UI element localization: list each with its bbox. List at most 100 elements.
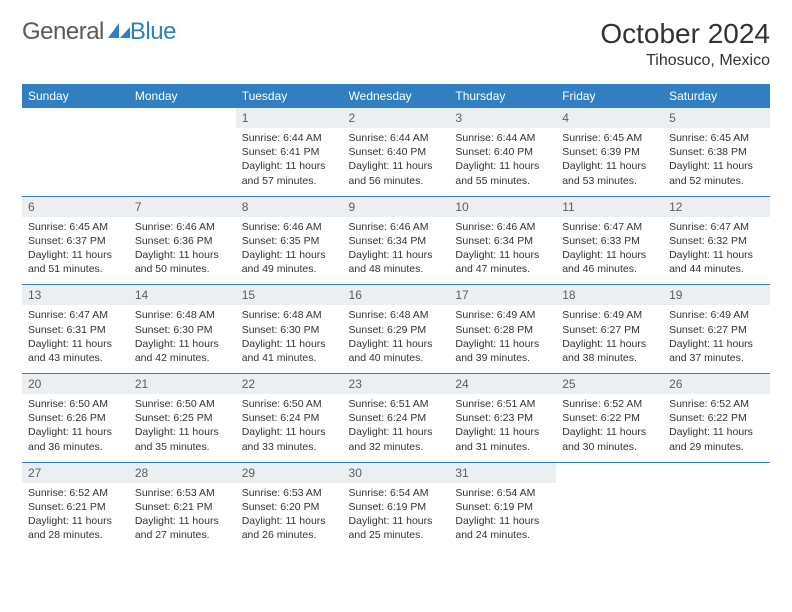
sunrise-line: Sunrise: 6:45 AM — [562, 131, 657, 145]
sunset-line: Sunset: 6:30 PM — [135, 323, 230, 337]
sunset-line: Sunset: 6:21 PM — [135, 500, 230, 514]
day-info-cell: Sunrise: 6:44 AMSunset: 6:40 PMDaylight:… — [343, 128, 450, 196]
sunset-line: Sunset: 6:29 PM — [349, 323, 444, 337]
day-info-row: Sunrise: 6:47 AMSunset: 6:31 PMDaylight:… — [22, 305, 770, 373]
day-number-cell — [22, 108, 129, 128]
sunrise-line: Sunrise: 6:48 AM — [349, 308, 444, 322]
daylight-line: Daylight: 11 hours and 29 minutes. — [669, 425, 764, 453]
day-info-cell: Sunrise: 6:45 AMSunset: 6:38 PMDaylight:… — [663, 128, 770, 196]
sunrise-line: Sunrise: 6:45 AM — [28, 220, 123, 234]
day-info-cell — [556, 483, 663, 551]
day-number-cell: 6 — [22, 197, 129, 217]
sunset-line: Sunset: 6:32 PM — [669, 234, 764, 248]
day-number-cell: 25 — [556, 374, 663, 394]
day-info-row: Sunrise: 6:45 AMSunset: 6:37 PMDaylight:… — [22, 217, 770, 285]
day-number-cell: 7 — [129, 197, 236, 217]
sunrise-line: Sunrise: 6:44 AM — [349, 131, 444, 145]
daylight-line: Daylight: 11 hours and 51 minutes. — [28, 248, 123, 276]
sunrise-line: Sunrise: 6:51 AM — [455, 397, 550, 411]
logo-text-blue: Blue — [130, 18, 176, 46]
calendar-body: SundayMondayTuesdayWednesdayThursdayFrid… — [22, 84, 770, 550]
day-info-cell: Sunrise: 6:50 AMSunset: 6:25 PMDaylight:… — [129, 394, 236, 462]
daylight-line: Daylight: 11 hours and 46 minutes. — [562, 248, 657, 276]
sunset-line: Sunset: 6:40 PM — [455, 145, 550, 159]
day-info-row: Sunrise: 6:50 AMSunset: 6:26 PMDaylight:… — [22, 394, 770, 462]
day-number-cell: 28 — [129, 463, 236, 483]
sunset-line: Sunset: 6:34 PM — [349, 234, 444, 248]
daylight-line: Daylight: 11 hours and 50 minutes. — [135, 248, 230, 276]
day-info-cell: Sunrise: 6:54 AMSunset: 6:19 PMDaylight:… — [343, 483, 450, 551]
daylight-line: Daylight: 11 hours and 40 minutes. — [349, 337, 444, 365]
day-info-cell: Sunrise: 6:46 AMSunset: 6:35 PMDaylight:… — [236, 217, 343, 285]
sunrise-line: Sunrise: 6:53 AM — [242, 486, 337, 500]
daylight-line: Daylight: 11 hours and 55 minutes. — [455, 159, 550, 187]
day-header-cell: Wednesday — [343, 84, 450, 108]
day-number-cell: 31 — [449, 463, 556, 483]
calendar-table: SundayMondayTuesdayWednesdayThursdayFrid… — [22, 84, 770, 550]
sunset-line: Sunset: 6:21 PM — [28, 500, 123, 514]
sunrise-line: Sunrise: 6:52 AM — [562, 397, 657, 411]
day-info-cell: Sunrise: 6:48 AMSunset: 6:30 PMDaylight:… — [129, 305, 236, 373]
sunrise-line: Sunrise: 6:53 AM — [135, 486, 230, 500]
day-number-cell: 3 — [449, 108, 556, 128]
sunset-line: Sunset: 6:36 PM — [135, 234, 230, 248]
month-title: October 2024 — [600, 18, 770, 50]
sunrise-line: Sunrise: 6:50 AM — [28, 397, 123, 411]
location: Tihosuco, Mexico — [600, 52, 770, 70]
day-info-cell: Sunrise: 6:44 AMSunset: 6:41 PMDaylight:… — [236, 128, 343, 196]
sunset-line: Sunset: 6:26 PM — [28, 411, 123, 425]
day-info-cell: Sunrise: 6:46 AMSunset: 6:34 PMDaylight:… — [343, 217, 450, 285]
daylight-line: Daylight: 11 hours and 47 minutes. — [455, 248, 550, 276]
sunrise-line: Sunrise: 6:47 AM — [669, 220, 764, 234]
sunrise-line: Sunrise: 6:46 AM — [455, 220, 550, 234]
day-info-cell — [129, 128, 236, 196]
sunset-line: Sunset: 6:38 PM — [669, 145, 764, 159]
day-info-cell: Sunrise: 6:53 AMSunset: 6:20 PMDaylight:… — [236, 483, 343, 551]
day-number-cell: 15 — [236, 285, 343, 305]
header: General Blue October 2024 Tihosuco, Mexi… — [22, 18, 770, 70]
sunrise-line: Sunrise: 6:46 AM — [135, 220, 230, 234]
day-info-cell: Sunrise: 6:50 AMSunset: 6:24 PMDaylight:… — [236, 394, 343, 462]
day-number-cell: 13 — [22, 285, 129, 305]
day-number-cell: 30 — [343, 463, 450, 483]
day-info-cell: Sunrise: 6:49 AMSunset: 6:27 PMDaylight:… — [556, 305, 663, 373]
daylight-line: Daylight: 11 hours and 56 minutes. — [349, 159, 444, 187]
sunrise-line: Sunrise: 6:47 AM — [562, 220, 657, 234]
day-header-cell: Thursday — [449, 84, 556, 108]
day-header-cell: Saturday — [663, 84, 770, 108]
daylight-line: Daylight: 11 hours and 48 minutes. — [349, 248, 444, 276]
sunrise-line: Sunrise: 6:49 AM — [669, 308, 764, 322]
sunset-line: Sunset: 6:35 PM — [242, 234, 337, 248]
sunset-line: Sunset: 6:30 PM — [242, 323, 337, 337]
daylight-line: Daylight: 11 hours and 53 minutes. — [562, 159, 657, 187]
day-number-cell: 8 — [236, 197, 343, 217]
day-number-row: 6789101112 — [22, 197, 770, 217]
daylight-line: Daylight: 11 hours and 33 minutes. — [242, 425, 337, 453]
sunset-line: Sunset: 6:24 PM — [242, 411, 337, 425]
sunrise-line: Sunrise: 6:54 AM — [455, 486, 550, 500]
daylight-line: Daylight: 11 hours and 57 minutes. — [242, 159, 337, 187]
daylight-line: Daylight: 11 hours and 31 minutes. — [455, 425, 550, 453]
day-info-cell: Sunrise: 6:52 AMSunset: 6:21 PMDaylight:… — [22, 483, 129, 551]
day-number-cell: 12 — [663, 197, 770, 217]
daylight-line: Daylight: 11 hours and 36 minutes. — [28, 425, 123, 453]
sunset-line: Sunset: 6:23 PM — [455, 411, 550, 425]
sunset-line: Sunset: 6:22 PM — [562, 411, 657, 425]
day-info-cell: Sunrise: 6:47 AMSunset: 6:32 PMDaylight:… — [663, 217, 770, 285]
day-info-cell: Sunrise: 6:51 AMSunset: 6:23 PMDaylight:… — [449, 394, 556, 462]
sunset-line: Sunset: 6:25 PM — [135, 411, 230, 425]
sunrise-line: Sunrise: 6:49 AM — [455, 308, 550, 322]
day-info-cell: Sunrise: 6:49 AMSunset: 6:27 PMDaylight:… — [663, 305, 770, 373]
sunset-line: Sunset: 6:39 PM — [562, 145, 657, 159]
day-number-cell: 20 — [22, 374, 129, 394]
day-header-row: SundayMondayTuesdayWednesdayThursdayFrid… — [22, 84, 770, 108]
day-info-cell: Sunrise: 6:49 AMSunset: 6:28 PMDaylight:… — [449, 305, 556, 373]
day-number-cell: 5 — [663, 108, 770, 128]
daylight-line: Daylight: 11 hours and 44 minutes. — [669, 248, 764, 276]
day-number-cell: 16 — [343, 285, 450, 305]
sunrise-line: Sunrise: 6:48 AM — [242, 308, 337, 322]
sunset-line: Sunset: 6:37 PM — [28, 234, 123, 248]
sunrise-line: Sunrise: 6:49 AM — [562, 308, 657, 322]
day-number-cell — [663, 463, 770, 483]
sunrise-line: Sunrise: 6:52 AM — [669, 397, 764, 411]
